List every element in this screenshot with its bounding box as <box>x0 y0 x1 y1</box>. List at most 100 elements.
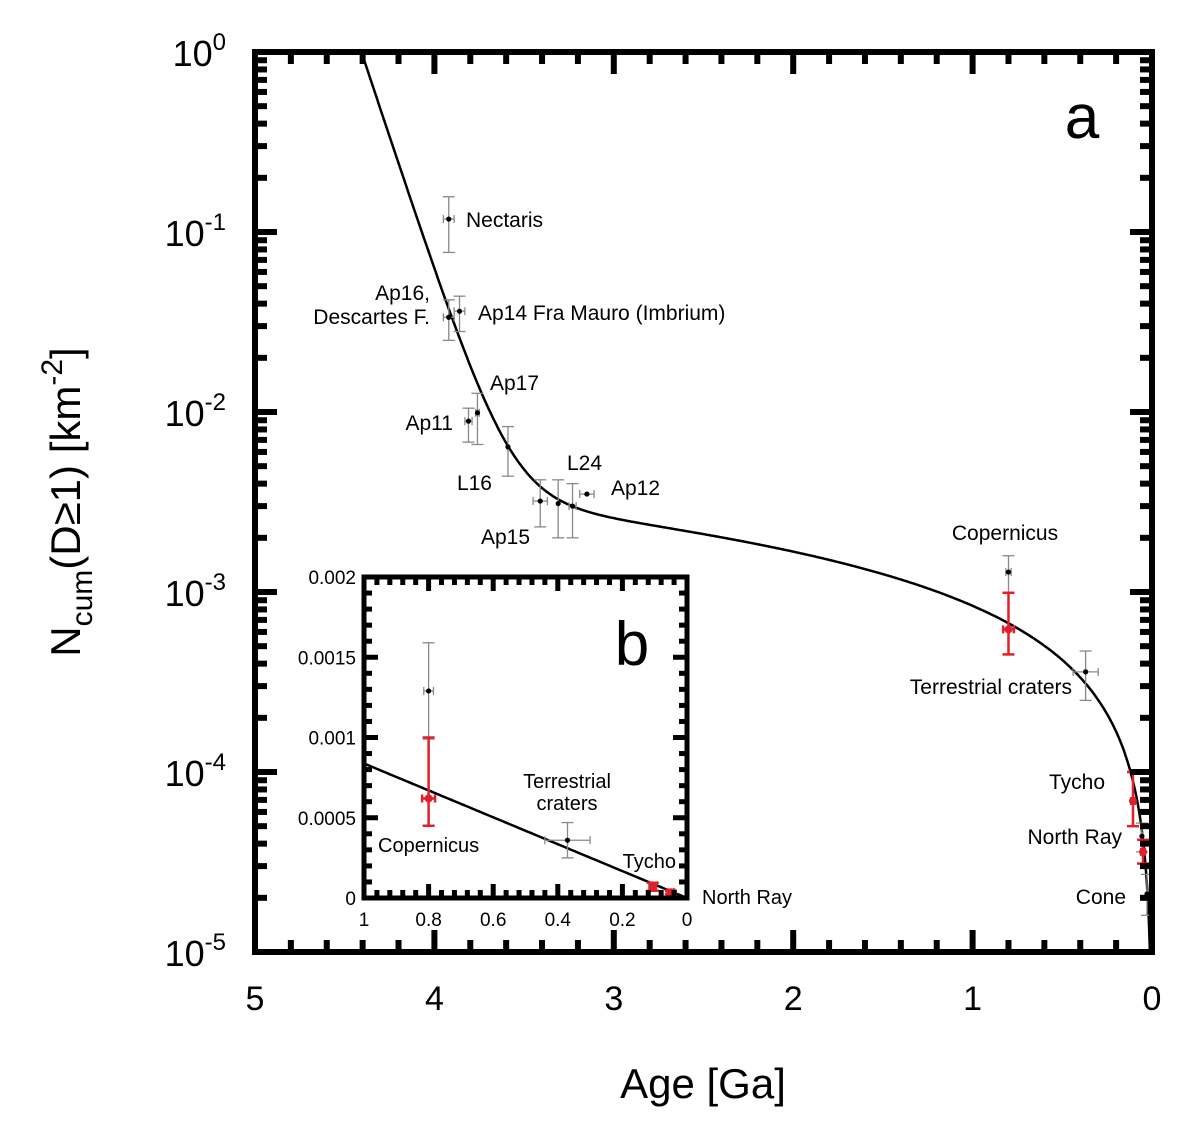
point-label: L16 <box>457 472 492 495</box>
point-label: Nectaris <box>466 209 543 232</box>
x-minor-tick <box>323 52 330 64</box>
inset-y-minor-tick <box>364 638 372 644</box>
y-tick-base: 10 <box>165 573 205 614</box>
x-tick-label: 1 <box>963 980 982 1018</box>
main-data-point-6 <box>532 479 549 528</box>
y-minor-tick <box>1140 76 1152 83</box>
y-minor-tick <box>255 283 267 290</box>
inset-y-minor-tick <box>364 847 372 853</box>
y-minor-tick <box>255 660 267 667</box>
point-label: Tycho <box>1049 771 1105 794</box>
y-major-tick <box>255 769 277 775</box>
inset-x-minor-tick <box>516 577 522 585</box>
x-minor-tick <box>682 940 689 952</box>
main-data-point-9 <box>579 490 595 499</box>
main-data-point-2 <box>453 295 466 333</box>
point-label: L24 <box>567 452 602 475</box>
inset-x-minor-tick <box>645 577 651 585</box>
point-label-line: Copernicus <box>952 522 1058 545</box>
point-label: Ap14 Fra Mauro (Imbrium) <box>478 302 725 325</box>
marker <box>474 410 481 416</box>
x-minor-tick <box>503 52 510 64</box>
x-minor-tick <box>933 52 940 64</box>
inset-point-label-line: craters <box>536 793 597 815</box>
x-minor-tick <box>861 940 868 952</box>
y-minor-tick <box>255 448 267 455</box>
y-minor-tick <box>255 616 267 623</box>
y-major-tick <box>1130 409 1152 415</box>
x-major-tick <box>790 930 797 952</box>
inset-x-tick-label: 0.4 <box>545 910 572 931</box>
y-minor-tick <box>1140 426 1152 433</box>
point-label: Ap11 <box>406 412 454 435</box>
point-label-line: Ap15 <box>481 526 530 549</box>
inset-y-tick-label: 0.001 <box>308 729 356 750</box>
marker <box>1139 833 1145 839</box>
inset-x-minor-tick <box>387 577 393 585</box>
inset-data-point-0 <box>422 642 435 740</box>
inset-x-minor-tick <box>606 890 612 898</box>
y-tick-base: 10 <box>165 753 205 794</box>
inset-y-minor-tick <box>679 831 687 837</box>
inset-y-minor-tick <box>364 702 372 708</box>
inset-y-minor-tick <box>679 799 687 805</box>
x-minor-tick <box>1005 52 1012 64</box>
inset-y-minor-tick <box>679 622 687 628</box>
y-minor-tick <box>255 597 267 604</box>
x-minor-tick <box>646 52 653 64</box>
inset-y-minor-tick <box>679 670 687 676</box>
inset-point-label: Tycho <box>623 851 676 873</box>
inset-x-minor-tick <box>503 577 509 585</box>
marker <box>465 418 472 424</box>
y-minor-tick <box>255 323 267 330</box>
inset-y-tick-label: 0 <box>345 889 356 910</box>
y-minor-tick <box>255 823 267 830</box>
x-minor-tick <box>718 940 725 952</box>
y-minor-tick <box>255 143 267 150</box>
inset-x-minor-tick <box>439 577 445 585</box>
inset-y-minor-tick <box>679 783 687 789</box>
point-label-line: Terrestrial craters <box>910 676 1072 699</box>
inset-point-label-line: Terrestrial <box>523 771 611 793</box>
y-tick-exponent: -3 <box>205 569 226 596</box>
inset-data-point-3 <box>646 881 659 893</box>
y-tick-exponent: 0 <box>213 29 226 56</box>
x-minor-tick <box>287 940 294 952</box>
x-tick-label: 5 <box>246 980 265 1018</box>
inset-x-tick-label: 0.2 <box>609 910 635 931</box>
inset-x-minor-tick <box>529 890 535 898</box>
y-minor-tick <box>255 863 267 870</box>
inset-y-minor-tick <box>679 718 687 724</box>
marker <box>1005 569 1012 575</box>
y-minor-tick <box>255 643 267 650</box>
point-label-line: Ap14 Fra Mauro (Imbrium) <box>478 302 725 325</box>
x-minor-tick <box>646 940 653 952</box>
y-tick-label: 10-4 <box>165 749 226 794</box>
point-label-line: L24 <box>567 452 602 475</box>
y-minor-tick <box>1140 534 1152 541</box>
inset-y-minor-tick <box>364 831 372 837</box>
y-major-tick <box>1130 589 1152 595</box>
y-minor-tick <box>255 480 267 487</box>
inset-y-minor-tick <box>364 670 372 676</box>
y-minor-tick <box>1140 643 1152 650</box>
y-minor-tick <box>255 354 267 361</box>
inset-y-minor-tick <box>679 702 687 708</box>
y-minor-tick <box>1140 283 1152 290</box>
y-minor-tick <box>1140 480 1152 487</box>
y-minor-tick <box>1140 120 1152 127</box>
x-minor-tick <box>1041 52 1048 64</box>
y-minor-tick <box>1140 823 1152 830</box>
y-minor-tick <box>255 57 267 64</box>
inset-y-minor-tick <box>364 590 372 596</box>
y-axis-label-close: ] <box>42 347 89 359</box>
y-minor-tick <box>255 300 267 307</box>
inset-x-minor-tick <box>464 890 470 898</box>
inset-y-major-tick <box>364 735 378 740</box>
y-minor-tick <box>1140 463 1152 470</box>
point-label-line: Descartes F. <box>313 306 430 329</box>
inset-x-minor-tick <box>400 577 406 585</box>
y-minor-tick <box>1140 323 1152 330</box>
x-minor-tick <box>1077 940 1084 952</box>
inset-point-label-line: North Ray <box>702 887 792 909</box>
